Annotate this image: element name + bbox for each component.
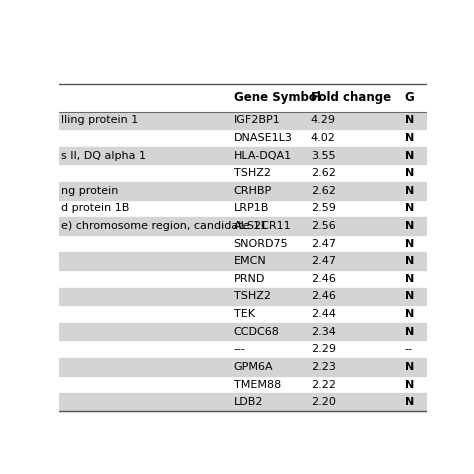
Bar — [59, 253, 427, 270]
Bar — [59, 393, 427, 411]
Text: N: N — [405, 133, 414, 143]
Text: TEK: TEK — [234, 309, 255, 319]
Text: Fold change: Fold change — [311, 91, 391, 104]
Text: 3.55: 3.55 — [311, 151, 336, 161]
Text: N: N — [405, 309, 414, 319]
Bar — [59, 358, 427, 376]
Text: 4.29: 4.29 — [311, 116, 336, 126]
Text: 2.47: 2.47 — [311, 239, 336, 249]
Text: HLA-DQA1: HLA-DQA1 — [234, 151, 292, 161]
Text: N: N — [405, 151, 414, 161]
Text: N: N — [405, 239, 414, 249]
Text: 2.62: 2.62 — [311, 186, 336, 196]
Text: PRND: PRND — [234, 274, 265, 284]
Text: s II, DQ alpha 1: s II, DQ alpha 1 — [61, 151, 146, 161]
Text: 2.47: 2.47 — [311, 256, 336, 266]
Text: N: N — [405, 397, 414, 407]
Text: ALS2CR11: ALS2CR11 — [234, 221, 292, 231]
Text: N: N — [405, 168, 414, 178]
Text: N: N — [405, 256, 414, 266]
Text: ---: --- — [234, 344, 246, 354]
Text: 2.56: 2.56 — [311, 221, 336, 231]
Text: N: N — [405, 327, 414, 337]
Text: N: N — [405, 362, 414, 372]
Text: TSHZ2: TSHZ2 — [234, 168, 271, 178]
Text: TMEM88: TMEM88 — [234, 380, 281, 390]
Text: N: N — [405, 186, 414, 196]
Bar — [59, 147, 427, 164]
Text: 2.59: 2.59 — [311, 203, 336, 213]
Text: --: -- — [405, 344, 412, 354]
Text: LDB2: LDB2 — [234, 397, 263, 407]
Text: SNORD75: SNORD75 — [234, 239, 288, 249]
Text: 2.22: 2.22 — [311, 380, 336, 390]
Text: EMCN: EMCN — [234, 256, 266, 266]
Text: 2.46: 2.46 — [311, 292, 336, 301]
Text: 2.46: 2.46 — [311, 274, 336, 284]
Bar — [59, 111, 427, 129]
Text: N: N — [405, 292, 414, 301]
Text: Gene Symbol: Gene Symbol — [234, 91, 320, 104]
Bar — [59, 217, 427, 235]
Text: TSHZ2: TSHZ2 — [234, 292, 271, 301]
Text: N: N — [405, 380, 414, 390]
Text: d protein 1B: d protein 1B — [61, 203, 129, 213]
Text: 2.29: 2.29 — [311, 344, 336, 354]
Text: 2.34: 2.34 — [311, 327, 336, 337]
Text: IGF2BP1: IGF2BP1 — [234, 116, 281, 126]
Bar — [59, 323, 427, 340]
Text: N: N — [405, 221, 414, 231]
Text: 4.02: 4.02 — [311, 133, 336, 143]
Text: LRP1B: LRP1B — [234, 203, 269, 213]
Text: DNASE1L3: DNASE1L3 — [234, 133, 292, 143]
Text: N: N — [405, 116, 414, 126]
Bar — [59, 182, 427, 200]
Text: GPM6A: GPM6A — [234, 362, 273, 372]
Text: N: N — [405, 274, 414, 284]
Text: 2.44: 2.44 — [311, 309, 336, 319]
Text: 2.23: 2.23 — [311, 362, 336, 372]
Text: CCDC68: CCDC68 — [234, 327, 280, 337]
Text: lling protein 1: lling protein 1 — [61, 116, 138, 126]
Text: 2.20: 2.20 — [311, 397, 336, 407]
Text: e) chromosome region, candidate 11: e) chromosome region, candidate 11 — [61, 221, 267, 231]
Text: N: N — [405, 203, 414, 213]
Text: CRHBP: CRHBP — [234, 186, 272, 196]
Text: 2.62: 2.62 — [311, 168, 336, 178]
Bar — [59, 288, 427, 305]
Text: ng protein: ng protein — [61, 186, 118, 196]
Text: G: G — [405, 91, 414, 104]
